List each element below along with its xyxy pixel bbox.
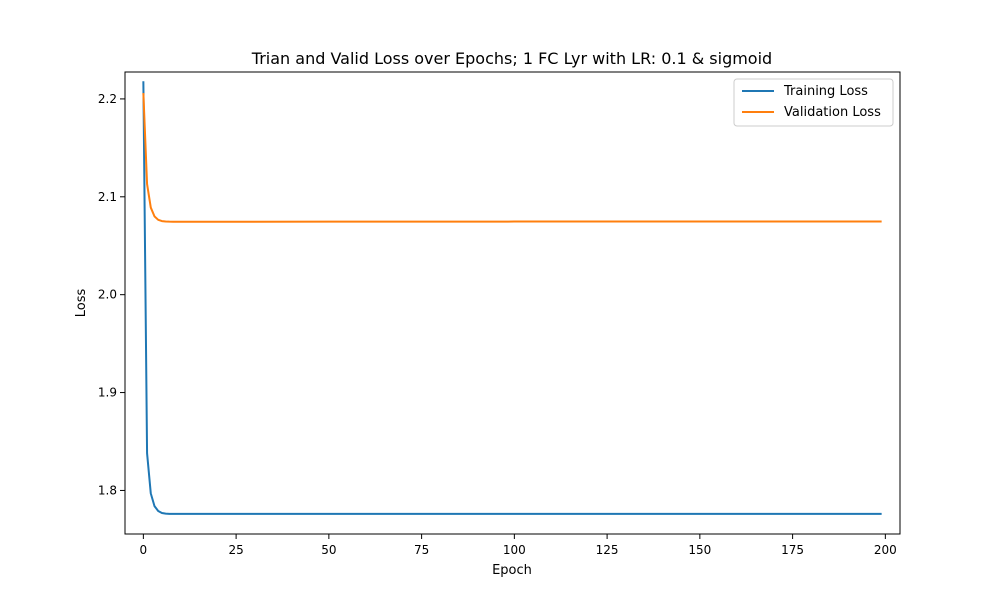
y-tick-label: 2.2: [98, 92, 117, 106]
legend-label-validation: Validation Loss: [784, 105, 881, 120]
x-tick-label: 100: [503, 543, 526, 557]
plot-area-frame: [124, 71, 901, 535]
y-tick-label: 1.9: [98, 386, 117, 400]
x-tick-label: 150: [688, 543, 711, 557]
x-tick-label: 200: [874, 543, 897, 557]
y-tick-label: 2.1: [98, 190, 117, 204]
x-axis-ticks: 0 25 50 75 100 125 150 175 200: [140, 534, 897, 557]
x-tick-label: 0: [140, 543, 148, 557]
x-tick-label: 50: [321, 543, 336, 557]
x-tick-label: 25: [228, 543, 243, 557]
y-tick-label: 1.8: [98, 483, 117, 497]
x-tick-label: 175: [781, 543, 804, 557]
series-line-validation-loss: [142, 92, 882, 223]
plot-lines: [142, 81, 882, 515]
x-tick-label: 125: [596, 543, 619, 557]
legend-label-training: Training Loss: [783, 84, 868, 99]
y-axis-label: Loss: [74, 289, 89, 318]
y-tick-label: 2.0: [98, 288, 117, 302]
y-axis-ticks: 1.8 1.9 2.0 2.1 2.2: [98, 92, 125, 497]
legend: Training Loss Validation Loss: [733, 78, 894, 127]
chart-title: Trian and Valid Loss over Epochs; 1 FC L…: [251, 49, 772, 68]
x-tick-label: 75: [414, 543, 429, 557]
series-line-training-loss: [142, 81, 882, 515]
x-axis-label: Epoch: [492, 563, 532, 578]
